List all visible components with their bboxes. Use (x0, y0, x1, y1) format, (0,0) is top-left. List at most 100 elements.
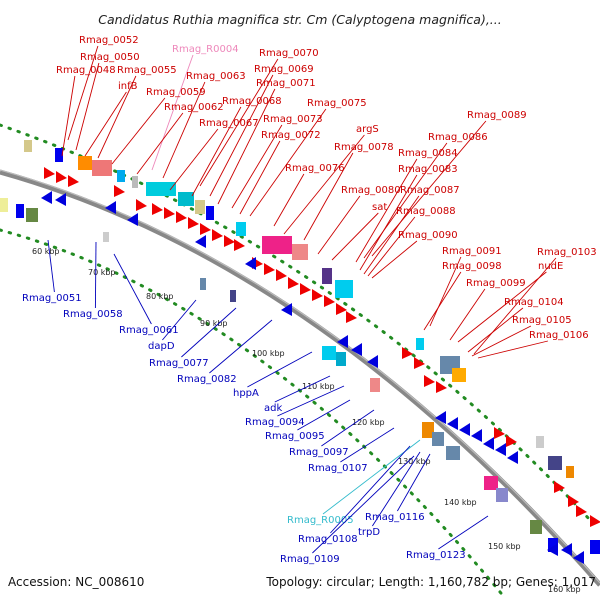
reverse-gene-arrow (561, 543, 572, 556)
gene-label-rmag-0086: Rmag_0086 (428, 132, 488, 143)
gene-label-rmag-0052: Rmag_0052 (79, 35, 139, 46)
gene-label-rmag-0090: Rmag_0090 (398, 230, 458, 241)
reverse-gene-arrow (459, 423, 470, 436)
label-leader-line (397, 453, 431, 512)
reverse-gene-arrow (55, 193, 66, 206)
accession-text: Accession: NC_008610 (8, 575, 144, 589)
gene-label-rmag-0071: Rmag_0071 (256, 78, 316, 89)
label-leader-line (423, 271, 462, 331)
gene-label-rmag-0083: Rmag_0083 (398, 164, 458, 175)
gene-label-rmag-0089: Rmag_0089 (467, 110, 527, 121)
label-leader-line (94, 241, 97, 309)
reverse-gene-arrow (447, 417, 458, 430)
forward-gene-arrow (200, 223, 211, 235)
kbp-tick-label: 90 kbp (200, 319, 228, 328)
label-leader-line (249, 108, 327, 217)
forward-gene-arrow (414, 357, 425, 369)
gene-label-sat: sat (372, 202, 387, 213)
gene-label-rmag-0073: Rmag_0073 (263, 114, 323, 125)
gene-label-rmag-0063: Rmag_0063 (186, 71, 246, 82)
label-leader-line (67, 45, 99, 141)
label-leader-line (277, 385, 345, 417)
reverse-gene-arrow (367, 355, 378, 368)
label-leader-line (247, 351, 313, 388)
label-leader-line (297, 399, 351, 431)
gene-label-rmag-0075: Rmag_0075 (307, 98, 367, 109)
gene-label-rmag-0069: Rmag_0069 (254, 64, 314, 75)
forward-gene-arrow (136, 199, 147, 211)
gene-labels: Rmag_0052 Rmag_R0004 Rmag_0070 Rmag_0050 Rma… (22, 35, 597, 565)
gene-label-rmag-0070: Rmag_0070 (259, 48, 319, 59)
reverse-gene-arrow (195, 235, 206, 248)
label-leader-line (231, 124, 283, 209)
reverse-gene-arrow (495, 443, 506, 456)
gene-label-rmag-0050: Rmag_0050 (80, 52, 140, 63)
label-leader-line (209, 74, 274, 197)
forward-gene-arrow (164, 207, 175, 219)
reverse-gene-arrow (351, 343, 362, 356)
label-leader-line (471, 325, 532, 357)
forward-gene-arrow (590, 515, 600, 527)
label-leader-line (367, 216, 416, 277)
gene-label-rmag-0087: Rmag_0087 (400, 185, 460, 196)
gene-label-rmag-0082: Rmag_0082 (177, 374, 237, 385)
gene-label-rmag-0058: Rmag_0058 (63, 309, 123, 320)
forward-gene-arrow (576, 505, 587, 517)
gene-label-rmag-0072: Rmag_0072 (261, 130, 321, 141)
kbp-tick-label: 140 kbp (444, 498, 477, 507)
label-leader-line (217, 88, 276, 205)
label-leader-line (355, 158, 418, 263)
label-leader-line (449, 288, 486, 341)
gene-label-args: argS (356, 124, 379, 135)
kbp-tick-label: 80 kbp (146, 292, 174, 301)
gene-label-rmag-0106: Rmag_0106 (529, 330, 589, 341)
forward-gene-arrow (68, 175, 79, 187)
label-leader-line (97, 75, 137, 159)
label-leader-line (274, 375, 331, 403)
label-leader-line (359, 174, 418, 271)
gene-label-infb: infB (118, 81, 138, 92)
gene-label-rmag-0062: Rmag_0062 (164, 102, 224, 113)
gene-label-rmag-0099: Rmag_0099 (466, 278, 526, 289)
reverse-gene-arrow (435, 411, 446, 424)
label-leader-line (151, 54, 194, 171)
forward-gene-arrow (224, 235, 235, 247)
label-leader-line (467, 307, 524, 353)
label-leader-line (372, 451, 421, 527)
reverse-gene-arrow (281, 303, 292, 316)
gene-label-rmag-0059: Rmag_0059 (146, 87, 206, 98)
reverse-gene-arrow (471, 429, 482, 442)
label-leader-line (136, 112, 184, 175)
label-leader-line (429, 256, 462, 327)
gene-label-rmag-0080: Rmag_0080 (341, 185, 401, 196)
reverse-gene-arrow (573, 551, 584, 564)
gene-label-rmag-0104: Rmag_0104 (504, 297, 564, 308)
label-leader-line (477, 340, 549, 359)
genome-backbone (0, 169, 600, 587)
forward-gene-arrows (44, 167, 600, 527)
forward-gene-arrow (324, 295, 335, 307)
gene-label-rmag-r0005: Rmag_R0005 (287, 515, 354, 526)
label-leader-line (473, 257, 557, 355)
forward-gene-arrow (312, 289, 323, 301)
forward-gene-arrow (152, 203, 163, 215)
kbp-tick-label: 100 kbp (252, 349, 285, 358)
gene-label-rmag-0116: Rmag_0116 (365, 512, 425, 523)
inner-dotted-ring (0, 228, 507, 600)
forward-gene-arrow (506, 435, 517, 447)
label-leader-line (283, 134, 365, 235)
forward-gene-arrow (276, 269, 287, 281)
kbp-tick-label: 150 kbp (488, 542, 521, 551)
gene-label-rmag-0097: Rmag_0097 (289, 447, 349, 458)
gene-label-rmag-0084: Rmag_0084 (398, 148, 458, 159)
gene-label-rmag-0108: Rmag_0108 (298, 534, 358, 545)
forward-gene-arrow (554, 481, 565, 493)
gene-label-rmag-0048: Rmag_0048 (56, 65, 116, 76)
reverse-gene-arrow (507, 451, 518, 464)
genome-backbone-highlight (0, 169, 600, 584)
gene-label-rmag-0076: Rmag_0076 (285, 163, 345, 174)
genome-summary-text: Topology: circular; Length: 1,160,782 bp… (265, 575, 596, 589)
gene-label-trpd: trpD (358, 527, 380, 538)
gene-label-rmag-0067: Rmag_0067 (199, 118, 259, 129)
